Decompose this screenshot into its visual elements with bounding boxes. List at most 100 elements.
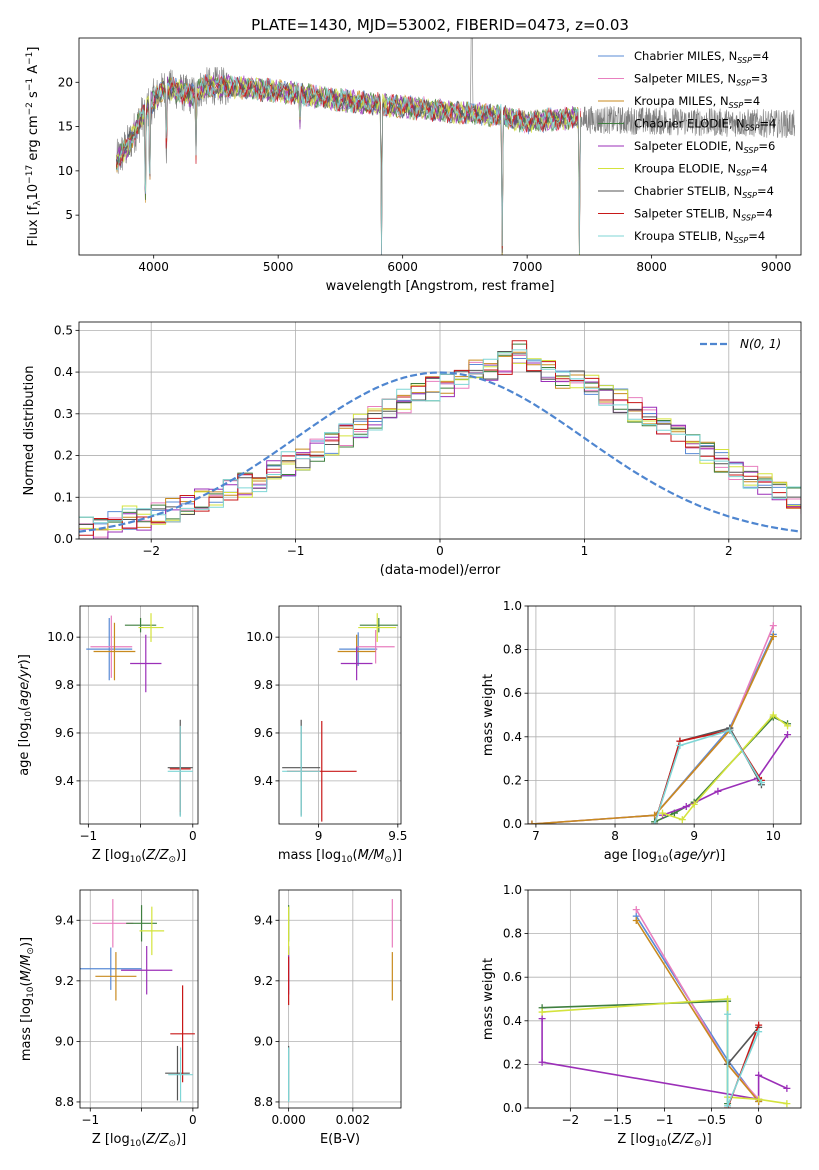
errorbar-point	[340, 646, 373, 681]
legend-entry-label: Kroupa STELIB, NSSP=4	[634, 229, 765, 245]
y-tick-label: 0.3	[54, 407, 73, 421]
x-tick-label: 7000	[512, 260, 543, 274]
series-marker	[755, 1021, 763, 1029]
y-tick-label: 0.8	[503, 643, 522, 657]
y-tick-label: 9.8	[55, 678, 74, 692]
legend-entry-label: Salpeter STELIB, NSSP=4	[634, 207, 773, 223]
grid-lines	[80, 606, 198, 824]
series-marker	[714, 787, 722, 795]
x-tick-label: 0	[189, 1113, 197, 1127]
y-tick-label: 9.4	[55, 774, 74, 788]
x-tick-label: −0.5	[697, 1113, 726, 1127]
panel-mass_vs_Z: −1 0 8.8 9.0 9.2 9.4 Z [log10(Z/Z⊙)] mass [log1…	[19, 889, 199, 1149]
x-tick-label: −1	[80, 829, 98, 843]
y-tick-label: 0.2	[503, 773, 522, 787]
series-marker	[724, 995, 732, 1003]
series-line	[653, 729, 763, 824]
series-marker	[783, 1084, 791, 1092]
x-axis-label: Z [log10(Z/Z⊙)]	[92, 1132, 186, 1149]
y-tick-label: 0.4	[54, 365, 73, 379]
x-tick-label: 9	[690, 829, 698, 843]
errorbar-point	[138, 613, 164, 642]
plot-area	[79, 340, 801, 539]
x-axis-label: (data-model)/error	[380, 563, 501, 578]
series-marker	[528, 820, 536, 824]
axes-frame	[278, 889, 402, 1109]
x-tick-label: 8000	[636, 260, 667, 274]
y-tick-label: 9.0	[254, 1034, 273, 1048]
x-tick-label: −2	[562, 1113, 580, 1127]
x-tick-label: 9000	[761, 260, 792, 274]
plot-area	[282, 613, 398, 822]
y-tick-label: 10.0	[246, 630, 273, 644]
x-tick-label: 4000	[138, 260, 169, 274]
y-tick-label: 9.8	[254, 678, 273, 692]
y-tick-label: 20	[58, 75, 73, 89]
axes-frame	[78, 321, 802, 540]
series-line	[531, 636, 775, 824]
y-tick-label: 0.6	[503, 686, 522, 700]
x-tick-label: 2	[725, 544, 733, 558]
series-marker	[724, 1102, 732, 1108]
x-tick-label: 7	[532, 829, 540, 843]
x-tick-label: 9	[315, 829, 323, 843]
series-marker	[538, 1058, 546, 1066]
series-marker	[769, 633, 777, 641]
series-marker	[755, 1095, 763, 1103]
legend-entry-label: N(0, 1)	[740, 337, 781, 351]
x-tick-label: 9.5	[388, 829, 407, 843]
y-tick-label: 1.0	[503, 599, 522, 613]
y-tick-label: 9.6	[254, 726, 273, 740]
y-tick-label: 0.5	[54, 323, 73, 337]
series-marker	[755, 1028, 763, 1036]
legend-entry-label: Chabrier STELIB, NSSP=4	[634, 184, 774, 200]
errorbar-point	[86, 617, 133, 681]
y-tick-label: 9.4	[254, 913, 273, 927]
axes-frame	[78, 37, 802, 256]
errorbar-point	[356, 629, 395, 664]
series-marker	[784, 722, 792, 730]
normal-curve	[79, 371, 801, 533]
errorbar-point	[130, 634, 162, 693]
grid-lines	[279, 606, 401, 824]
histogram-step-line	[79, 351, 801, 531]
errorbar-point	[80, 947, 142, 990]
axes-frame	[79, 605, 199, 825]
plot-area	[528, 622, 792, 824]
y-tick-label: 10.0	[47, 630, 74, 644]
x-tick-label: 6000	[387, 260, 418, 274]
y-tick-label: 0.2	[503, 1057, 522, 1071]
x-tick-label: 10	[766, 829, 781, 843]
y-tick-label: 0.0	[503, 1101, 522, 1115]
panel-age_vs_mass: 9 9.5 9.4 9.6 9.8 10.0 mass [log10(M/M⊙)]	[246, 605, 407, 865]
x-axis-label: Z [log10(Z/Z⊙)]	[617, 1132, 711, 1149]
y-axis-label: mass [log10(M/M⊙)]	[19, 937, 36, 1061]
x-tick-label: 0	[189, 829, 197, 843]
errorbar-point	[358, 613, 397, 642]
x-axis-label: age [log10(age/yr)]	[604, 848, 726, 865]
series-marker	[784, 731, 792, 739]
x-tick-label: 0	[436, 544, 444, 558]
series-marker	[651, 820, 659, 824]
y-tick-label: 0.2	[54, 449, 73, 463]
series-marker	[769, 711, 777, 719]
legend-entry-label: Chabrier MILES, NSSP=4	[634, 49, 769, 65]
errorbar-point	[168, 1047, 193, 1102]
histogram-step-line	[79, 362, 801, 539]
x-axis-label: wavelength [Angstrom, rest frame]	[326, 279, 555, 294]
model-spectrum-line	[115, 75, 582, 255]
panel-mass_vs_ebv: 0.000 0.002 8.8 9.0 9.2 9.4 E(B-V)	[254, 889, 402, 1147]
series-marker	[757, 779, 765, 787]
panel-mass_weight_vs_Z: −2 −1.5 −1 −0.5 0 0.0 0.2 0.4 0.6 0.8 1.0 Z [log10(…	[481, 883, 802, 1149]
errorbar-point	[95, 952, 137, 1001]
x-tick-label: −1.5	[603, 1113, 632, 1127]
series-marker	[783, 1100, 791, 1108]
x-axis-label: mass [log10(M/M⊙)]	[278, 848, 402, 865]
y-tick-label: 5	[65, 208, 73, 222]
series-marker	[682, 803, 690, 811]
series-line	[531, 625, 775, 824]
x-tick-label: −1	[81, 1113, 99, 1127]
y-tick-label: 9.2	[55, 974, 74, 988]
plot-area	[115, 38, 796, 255]
